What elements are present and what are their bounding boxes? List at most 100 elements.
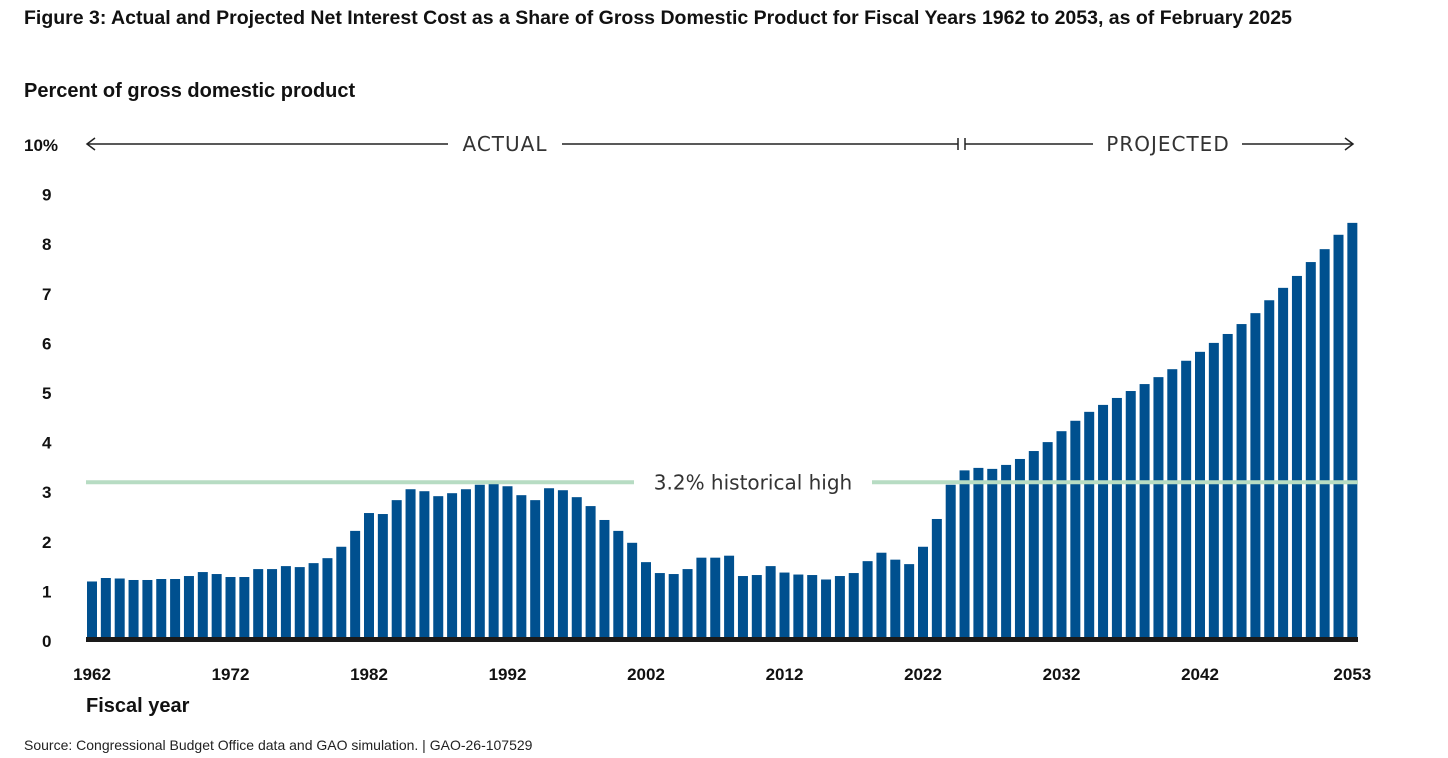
bar-1971: [211, 574, 222, 641]
bar-2020: [890, 559, 901, 641]
bar-1985: [405, 489, 416, 641]
y-tick-label: 4: [42, 434, 52, 453]
x-tick-label: 2053: [1333, 665, 1371, 684]
y-tick-label: 3: [42, 483, 51, 502]
bar-1996: [557, 490, 568, 641]
bar-2002: [641, 562, 651, 641]
chart-title: Figure 3: Actual and Projected Net Inter…: [24, 7, 1292, 29]
bar-1963: [100, 578, 111, 641]
bar-2039: [1153, 377, 1164, 641]
bar-1982: [364, 513, 374, 641]
actual-arrow: [85, 137, 959, 151]
bar-2053: [1347, 222, 1358, 641]
bar-2017: [848, 573, 859, 641]
historical-high-label: 3.2% historical high: [654, 470, 852, 494]
x-tick-label: 2012: [766, 665, 804, 684]
bar-2006: [696, 557, 707, 641]
actual-label: ACTUAL: [463, 132, 548, 156]
bar-1964: [114, 578, 125, 641]
bar-2040: [1167, 369, 1178, 641]
bar-2005: [682, 569, 693, 641]
bar-2031: [1042, 442, 1053, 641]
projected-label: PROJECTED: [1106, 132, 1229, 156]
bar-2046: [1250, 313, 1261, 641]
bar-2030: [1028, 451, 1039, 641]
bar-1990: [474, 484, 485, 641]
bar-2024: [945, 484, 956, 641]
x-tick-label: 2042: [1181, 665, 1219, 684]
source-note: Source: Congressional Budget Office data…: [24, 737, 533, 753]
x-tick-label: 1982: [350, 665, 388, 684]
bar-1979: [322, 558, 333, 641]
bar-1978: [308, 563, 319, 641]
bar-1969: [183, 576, 194, 641]
bar-2001: [627, 542, 638, 641]
x-tick-label: 2032: [1043, 665, 1081, 684]
bar-2011: [765, 566, 776, 641]
bar-2009: [737, 576, 748, 641]
y-tick-label: 10%: [24, 136, 58, 155]
bar-2028: [1001, 464, 1012, 641]
y-tick-label: 7: [42, 285, 51, 304]
bar-1995: [544, 488, 555, 641]
bar-2035: [1098, 404, 1109, 641]
bar-2013: [793, 574, 804, 641]
bar-2047: [1264, 300, 1275, 641]
bar-2000: [613, 530, 624, 641]
bar-1988: [447, 493, 458, 641]
bar-2043: [1208, 342, 1219, 641]
bar-2042: [1195, 351, 1205, 641]
y-tick-label: 5: [42, 384, 51, 403]
x-tick-label: 1972: [212, 665, 250, 684]
x-tick-label: 2002: [627, 665, 665, 684]
y-tick-label: 0: [42, 632, 51, 651]
bar-1972: [225, 577, 236, 641]
y-axis-label: Percent of gross domestic product: [24, 80, 356, 102]
bar-1997: [571, 497, 582, 641]
y-tick-label: 8: [42, 235, 51, 254]
bar-2041: [1181, 360, 1192, 641]
y-tick-label: 9: [42, 186, 51, 205]
bar-2010: [751, 575, 762, 641]
x-axis-baseline: [86, 637, 1358, 642]
bar-1977: [294, 567, 305, 641]
bar-2050: [1305, 262, 1316, 641]
bar-2007: [710, 557, 721, 641]
bar-1980: [336, 546, 347, 641]
bar-1984: [391, 500, 402, 641]
bar-2029: [1014, 458, 1025, 641]
bar-1986: [419, 491, 430, 641]
bar-2036: [1111, 397, 1122, 641]
bar-2021: [904, 564, 915, 641]
x-tick-label: 1962: [73, 665, 111, 684]
bar-2016: [834, 576, 845, 641]
bar-2022: [918, 546, 928, 641]
bar-2004: [668, 574, 679, 641]
bar-1974: [253, 569, 264, 641]
x-tick-label: 1992: [489, 665, 527, 684]
bar-2003: [654, 573, 665, 641]
x-axis-label: Fiscal year: [86, 695, 190, 717]
bar-1966: [142, 579, 153, 641]
projected-arrow: [964, 137, 1355, 151]
bar-2015: [821, 579, 832, 641]
bar-2027: [987, 468, 998, 641]
bar-2023: [931, 518, 942, 641]
bar-2034: [1084, 411, 1095, 641]
x-tick-label: 2022: [904, 665, 942, 684]
y-tick-label: 2: [42, 533, 51, 552]
bar-1993: [516, 495, 527, 641]
bar-1962: [87, 581, 97, 641]
y-tick-label: 6: [42, 334, 51, 353]
bar-1987: [433, 496, 444, 641]
bar-2051: [1319, 249, 1330, 641]
bar-1998: [585, 506, 596, 641]
bar-1967: [156, 579, 167, 641]
bar-2049: [1291, 275, 1302, 641]
bar-2037: [1125, 391, 1136, 641]
bar-1976: [280, 566, 291, 641]
bar-2048: [1278, 287, 1289, 641]
bar-1965: [128, 579, 139, 641]
bar-1999: [599, 519, 610, 641]
